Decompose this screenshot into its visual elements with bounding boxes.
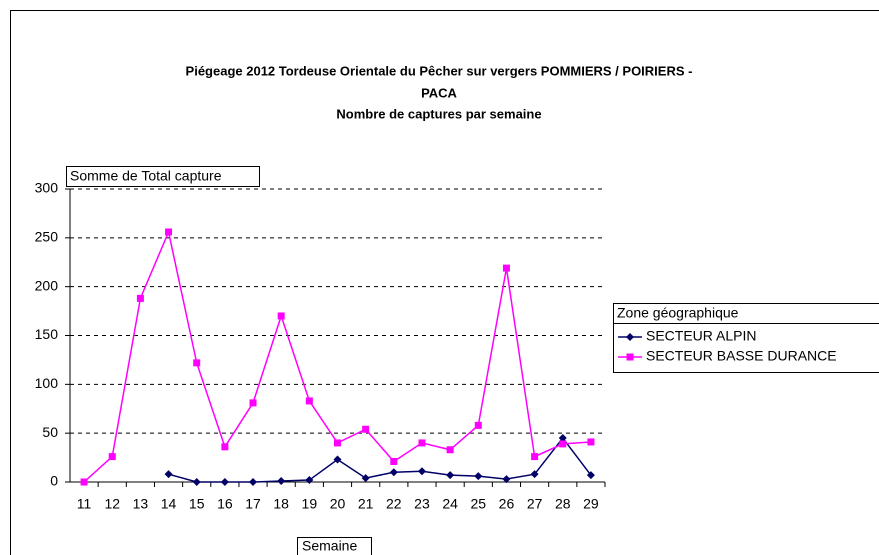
x-tick-label: 28	[555, 496, 571, 512]
x-tick-label: 14	[161, 496, 177, 512]
point	[192, 478, 201, 486]
x-tick-label: 27	[527, 496, 543, 512]
point	[108, 453, 116, 461]
point	[446, 446, 454, 454]
x-tick-label: 19	[302, 496, 318, 512]
point	[221, 443, 229, 451]
point	[80, 478, 88, 486]
y-field-button[interactable]	[66, 166, 260, 187]
point	[502, 264, 510, 272]
point	[446, 471, 455, 480]
x-tick-label: 20	[330, 496, 346, 512]
x-tick-label: 12	[104, 496, 120, 512]
x-tick-label: 21	[358, 496, 374, 512]
point	[249, 478, 258, 486]
y-tick-label: 100	[35, 375, 59, 391]
point	[193, 359, 201, 367]
x-tick-label: 24	[442, 496, 458, 512]
point	[474, 421, 482, 429]
point	[220, 478, 229, 486]
point	[361, 474, 370, 483]
y-tick-label: 50	[42, 424, 58, 440]
legend-label: SECTEUR ALPIN	[646, 328, 756, 344]
point	[334, 439, 341, 447]
x-tick-label: 18	[273, 496, 289, 512]
x-tick-label: 29	[583, 496, 599, 512]
point	[586, 471, 595, 480]
chart-frame	[10, 10, 879, 555]
x-field-button[interactable]	[297, 537, 372, 555]
y-tick-label: 250	[35, 229, 59, 245]
point	[277, 312, 285, 320]
x-tick-label: 15	[189, 496, 205, 512]
point	[417, 467, 426, 476]
y-tick-label: 0	[50, 473, 58, 489]
x-tick-label: 26	[499, 496, 515, 512]
x-tick-label: 13	[133, 496, 149, 512]
legend-field-button[interactable]	[613, 303, 879, 324]
point	[136, 294, 144, 302]
point	[305, 476, 314, 485]
point	[389, 468, 398, 477]
point	[558, 434, 567, 443]
x-tick-label: 16	[217, 496, 233, 512]
y-tick-label: 150	[35, 326, 59, 342]
point	[502, 475, 511, 484]
point	[305, 397, 313, 405]
x-tick-label: 25	[471, 496, 487, 512]
point	[418, 439, 426, 447]
point	[362, 425, 370, 433]
series-line	[168, 436, 592, 483]
x-tick-label: 22	[386, 496, 402, 512]
point	[587, 438, 595, 446]
point	[277, 477, 286, 486]
point	[165, 228, 173, 236]
legend-marker	[626, 353, 634, 361]
chart-title: Piégeage 2012 Tordeuse Orientale du Pêch…	[186, 63, 693, 78]
point	[531, 453, 539, 461]
chart-title: PACA	[421, 85, 457, 100]
y-tick-label: 300	[35, 180, 59, 196]
point	[559, 440, 567, 448]
point	[530, 470, 539, 479]
legend-title[interactable]: Zone géographique	[617, 305, 739, 321]
point	[333, 455, 342, 464]
x-tick-label: 23	[414, 496, 430, 512]
x-axis-label[interactable]: Semaine	[302, 538, 357, 554]
y-tick-label: 200	[35, 277, 59, 293]
x-tick-label: 11	[77, 496, 92, 512]
x-tick-label: 17	[245, 496, 261, 512]
legend-label: SECTEUR BASSE DURANCE	[646, 348, 837, 364]
point	[390, 457, 398, 465]
point	[249, 399, 257, 407]
point	[474, 472, 483, 481]
point	[164, 470, 173, 479]
y-axis-label[interactable]: Somme de Total capture	[70, 168, 222, 184]
legend-marker	[626, 333, 634, 341]
chart-title: Nombre de captures par semaine	[336, 106, 541, 121]
